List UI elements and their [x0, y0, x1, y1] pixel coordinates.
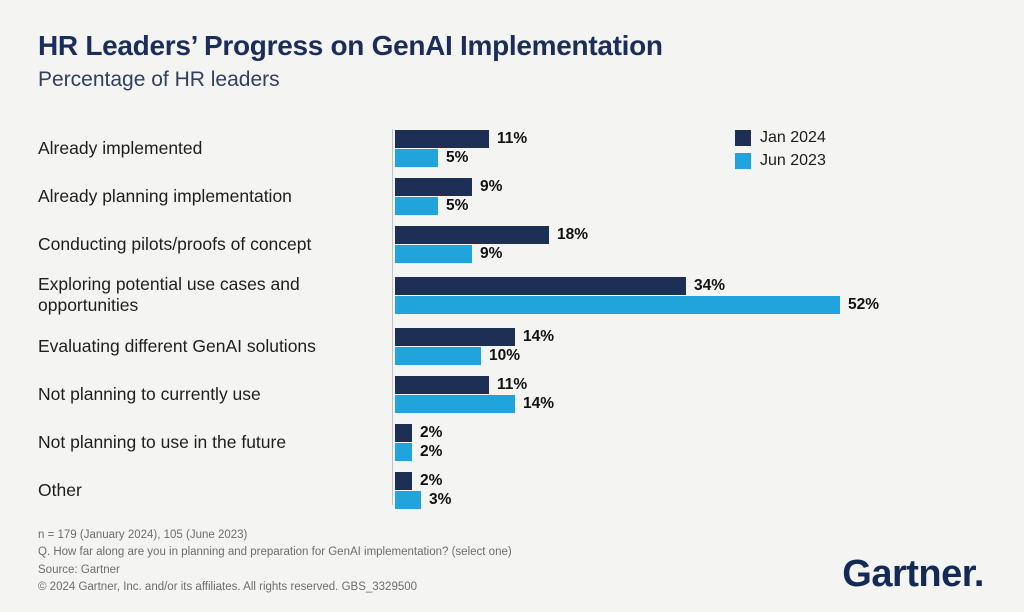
value-label: 14% — [523, 327, 555, 345]
footnote-source: Source: Gartner — [38, 563, 120, 576]
value-label: 18% — [557, 226, 589, 243]
bar-jan-2024 — [395, 130, 489, 148]
bar-chart: Already implemented 11% 5% Already planning… — [38, 129, 988, 509]
legend-item: Jun 2023 — [735, 152, 826, 170]
value-label: 9% — [480, 178, 503, 195]
bar-line: 18% — [395, 226, 588, 244]
bar-line: 14% — [395, 327, 555, 346]
chart-row: Already planning implementation 9% 5% — [38, 178, 988, 215]
footnote-sample: n = 179 (January 2024), 105 (June 2023) — [38, 529, 248, 541]
bar-line: 2% — [395, 471, 451, 490]
value-label: 9% — [480, 245, 503, 262]
bar-jan-2024 — [395, 226, 549, 244]
value-label: 5% — [446, 197, 469, 214]
value-label: 11% — [497, 375, 528, 393]
chart-row: Already implemented 11% 5% — [38, 130, 988, 167]
value-label: 2% — [420, 471, 443, 489]
bar-line: 11% — [395, 130, 527, 148]
value-label: 14% — [523, 394, 555, 412]
bar-jan-2024 — [395, 375, 489, 394]
bar-group: 11% 5% — [393, 130, 527, 167]
bar-line: 5% — [395, 149, 527, 167]
bar-jan-2024 — [395, 327, 515, 346]
bar-line: 10% — [395, 346, 554, 365]
bar-jun-2023 — [395, 394, 515, 413]
page-title: HR Leaders’ Progress on GenAI Implementa… — [38, 30, 663, 61]
bar-line: 2% — [395, 423, 443, 442]
bar-line: 9% — [395, 245, 588, 263]
category-label: Already planning implementation — [38, 185, 292, 206]
bar-jun-2023 — [395, 346, 481, 365]
chart-row: Not planning to currently use 11% 14% — [38, 375, 988, 413]
category-label: Exploring potential use cases and opport… — [38, 274, 300, 316]
bar-jun-2023 — [395, 197, 438, 215]
bar-jan-2024 — [395, 276, 686, 295]
chart-legend: Jan 2024 Jun 2023 — [735, 129, 826, 175]
value-label: 2% — [420, 423, 443, 441]
bar-group: 9% 5% — [393, 178, 502, 215]
bar-line: 11% — [395, 375, 554, 394]
bar-line: 2% — [395, 442, 443, 461]
chart-row: Evaluating different GenAI solutions 14% 1… — [38, 327, 988, 365]
bar-group: 2% 3% — [393, 471, 452, 509]
category-label: Already implemented — [38, 137, 203, 158]
category-label: Not planning to currently use — [38, 383, 261, 404]
chart-row: Exploring potential use cases and opport… — [38, 274, 988, 317]
bar-jun-2023 — [395, 490, 421, 509]
bar-line: 3% — [395, 490, 452, 509]
bar-jun-2023 — [395, 442, 412, 461]
legend-item: Jan 2024 — [735, 129, 826, 147]
chart-rows: Already implemented 11% 5% Already planning… — [38, 130, 988, 509]
bar-jun-2023 — [395, 245, 472, 263]
value-label: 3% — [429, 490, 452, 508]
bar-jan-2024 — [395, 178, 472, 196]
bar-line: 9% — [395, 178, 502, 196]
bar-group: 14% 10% — [393, 327, 555, 365]
category-label: Evaluating different GenAI solutions — [38, 335, 316, 356]
chart-row: Other 2% 3% — [38, 471, 988, 509]
value-label: 5% — [446, 149, 469, 166]
page-subtitle: Percentage of HR leaders — [38, 68, 280, 91]
category-label: Other — [38, 479, 82, 500]
bar-line: 34% — [395, 276, 879, 295]
chart-row: Not planning to use in the future 2% 2% — [38, 423, 988, 461]
y-axis-line — [392, 129, 393, 505]
bar-jan-2024 — [395, 423, 412, 442]
legend-label: Jun 2023 — [760, 152, 826, 169]
category-label: Conducting pilots/proofs of concept — [38, 233, 312, 254]
bar-line: 14% — [395, 394, 555, 413]
bar-line: 5% — [395, 197, 502, 215]
footnote-copyright: © 2024 Gartner, Inc. and/or its affiliat… — [38, 581, 418, 594]
footnote-question: Q. How far along are you in planning and… — [38, 546, 512, 559]
legend-label: Jan 2024 — [760, 129, 826, 146]
value-label: 10% — [489, 346, 521, 364]
category-label: Not planning to use in the future — [38, 431, 287, 452]
bar-group: 18% 9% — [393, 226, 588, 263]
legend-swatch-icon — [735, 153, 751, 169]
bar-jun-2023 — [395, 295, 840, 314]
footnotes: n = 179 (January 2024), 105 (June 2023) … — [38, 527, 512, 597]
value-label: 11% — [497, 130, 528, 147]
value-label: 2% — [420, 442, 443, 460]
bar-group: 34% 52% — [393, 276, 880, 314]
value-label: 34% — [694, 276, 726, 294]
bar-jun-2023 — [395, 149, 438, 167]
bar-jan-2024 — [395, 471, 412, 490]
bar-group: 2% 2% — [393, 423, 443, 461]
bar-group: 11% 14% — [393, 375, 555, 413]
gartner-logo: Gartner. — [842, 553, 984, 595]
legend-swatch-icon — [735, 130, 751, 146]
bar-line: 52% — [395, 295, 880, 314]
chart-row: Conducting pilots/proofs of concept 18% 9% — [38, 226, 988, 263]
value-label: 52% — [848, 295, 880, 313]
